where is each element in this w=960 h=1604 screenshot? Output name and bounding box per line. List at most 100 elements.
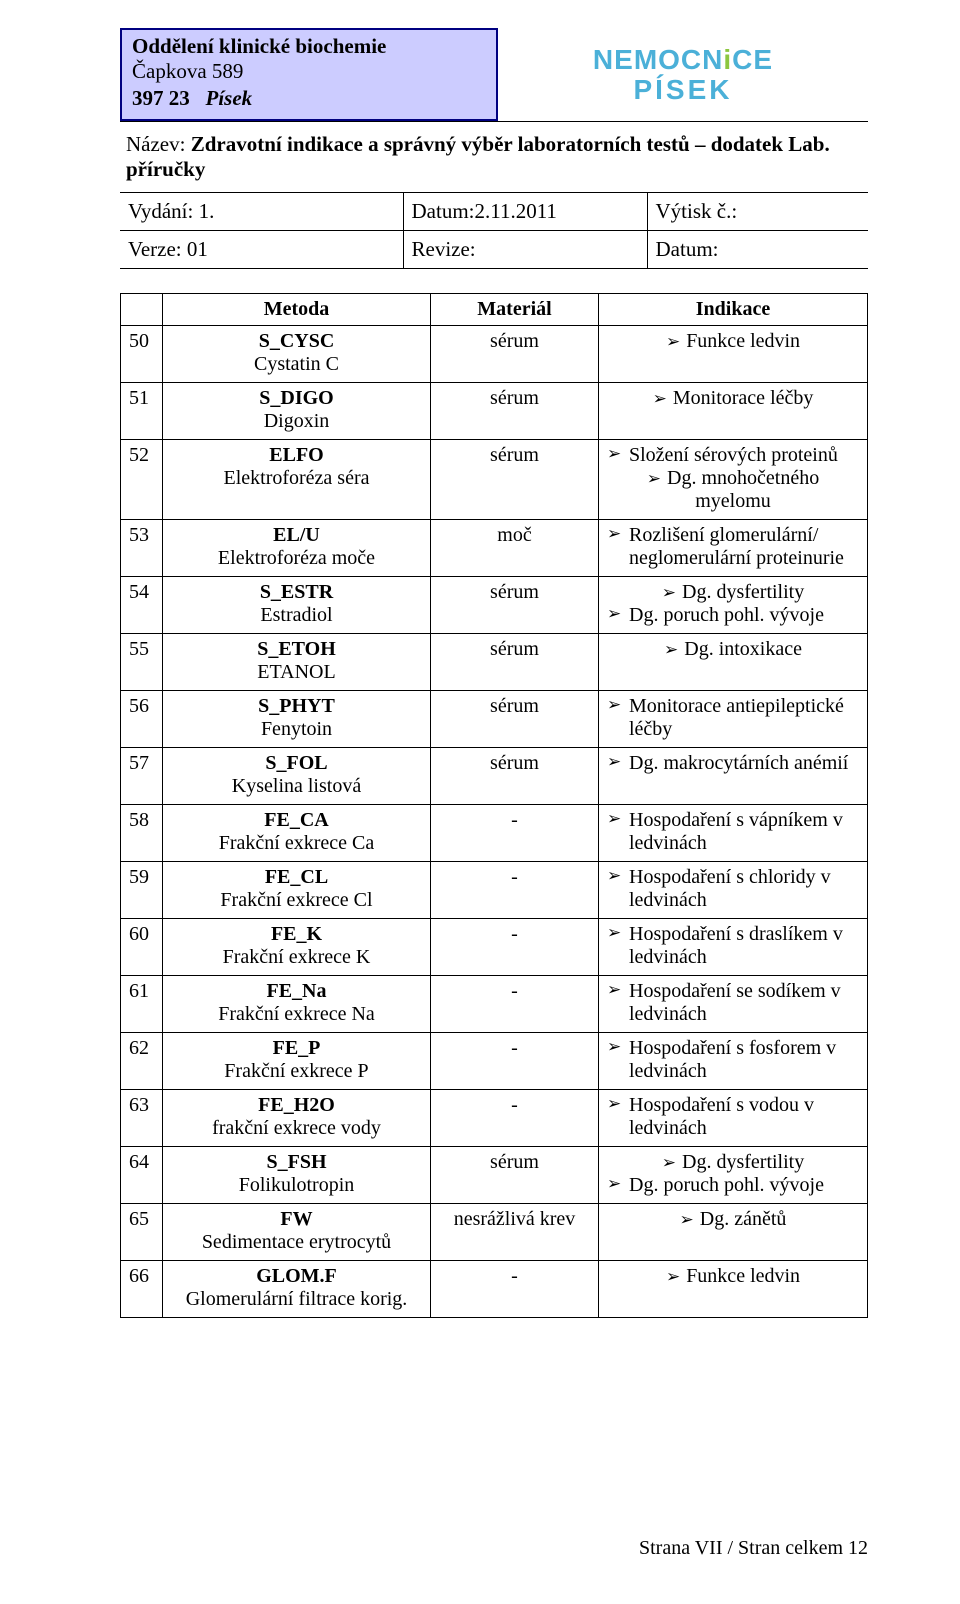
indication-cell: Monitorace antiepileptické léčby: [599, 691, 868, 748]
table-row: 63FE_H2Ofrakční exkrece vody-Hospodaření…: [121, 1090, 868, 1147]
meta-revdate: Datum:: [647, 231, 868, 269]
title-label: Název:: [126, 132, 185, 156]
meta-print: Výtisk č.:: [647, 193, 868, 231]
row-number: 65: [121, 1204, 163, 1261]
method-name: Elektroforéza moče: [171, 547, 422, 570]
indication-item: Funkce ledvin: [607, 330, 859, 353]
indication-item: Rozlišení glomerulární/ neglomerulární p…: [607, 524, 859, 570]
material-cell: moč: [431, 520, 599, 577]
row-number: 63: [121, 1090, 163, 1147]
method-cell: FE_NaFrakční exkrece Na: [163, 976, 431, 1033]
material-cell: sérum: [431, 440, 599, 520]
method-name: ETANOL: [171, 661, 422, 684]
indication-item: Dg. makrocytárních anémií: [607, 752, 859, 775]
row-number: 57: [121, 748, 163, 805]
indication-cell: Hospodaření s draslíkem v ledvinách: [599, 919, 868, 976]
method-name: Cystatin C: [171, 353, 422, 376]
method-name: Sedimentace erytrocytů: [171, 1231, 422, 1254]
method-cell: ELFOElektroforéza séra: [163, 440, 431, 520]
hospital-logo: NEMOCNiCE PÍSEK: [593, 45, 773, 104]
method-cell: FE_PFrakční exkrece P: [163, 1033, 431, 1090]
material-cell: -: [431, 1261, 599, 1318]
meta-grid: Vydání: 1. Datum:2.11.2011 Výtisk č.: Ve…: [120, 193, 868, 269]
material-cell: sérum: [431, 748, 599, 805]
row-number: 55: [121, 634, 163, 691]
logo-text-1b: CE: [732, 44, 773, 75]
col-blank: [121, 294, 163, 326]
table-row: 65 FWSedimentace erytrocytů nesrážlivá kre…: [121, 1204, 868, 1261]
row-number: 51: [121, 383, 163, 440]
table-row: 54S_ESTREstradiolsérumDg. dysfertilityDg…: [121, 577, 868, 634]
method-code: FE_CA: [171, 809, 422, 832]
row-number: 59: [121, 862, 163, 919]
row-number: 54: [121, 577, 163, 634]
method-cell: FE_CLFrakční exkrece Cl: [163, 862, 431, 919]
indication-cell: Rozlišení glomerulární/ neglomerulární p…: [599, 520, 868, 577]
table-row: 66GLOM.FGlomerulární filtrace korig.-Fun…: [121, 1261, 868, 1318]
page-footer: Strana VII / Stran celkem 12: [639, 1537, 868, 1560]
method-code: S_FSH: [171, 1151, 422, 1174]
material-cell: nesrážlivá krev: [431, 1204, 599, 1261]
method-name: Elektroforéza séra: [171, 467, 422, 490]
logo-text-i: i: [723, 44, 732, 75]
meta-edition: Vydání: 1.: [120, 193, 403, 231]
indication-cell: Hospodaření s vápníkem v ledvinách: [599, 805, 868, 862]
indication-cell: Monitorace léčby: [599, 383, 868, 440]
org-zip: 397 23: [132, 86, 190, 110]
method-name: Frakční exkrece Ca: [171, 832, 422, 855]
indication-cell: Dg. intoxikace: [599, 634, 868, 691]
method-name: Digoxin: [171, 410, 422, 433]
method-name: Frakční exkrece Na: [171, 1003, 422, 1026]
row-number: 60: [121, 919, 163, 976]
doc-title-row: Název: Zdravotní indikace a správný výbě…: [120, 121, 868, 193]
org-city-line: 397 23 Písek: [132, 86, 486, 111]
table-row: 60 FE_KFrakční exkrece K-Hospodaření s dr…: [121, 919, 868, 976]
indication-item: Hospodaření s chloridy v ledvinách: [607, 866, 859, 912]
indication-cell: Složení sérových proteinůDg. mnohočetnéh…: [599, 440, 868, 520]
indication-item: Monitorace léčby: [607, 387, 859, 410]
row-number: 56: [121, 691, 163, 748]
method-name: Frakční exkrece Cl: [171, 889, 422, 912]
meta-version: Verze: 01: [120, 231, 403, 269]
indication-item: Dg. poruch pohl. vývoje: [607, 1174, 859, 1197]
indication-cell: Hospodaření s chloridy v ledvinách: [599, 862, 868, 919]
table-row: 55S_ETOHETANOLsérumDg. intoxikace: [121, 634, 868, 691]
indication-cell: Dg. dysfertilityDg. poruch pohl. vývoje: [599, 1147, 868, 1204]
indication-item: Hospodaření s fosforem v ledvinách: [607, 1037, 859, 1083]
method-cell: FE_H2Ofrakční exkrece vody: [163, 1090, 431, 1147]
method-code: S_DIGO: [171, 387, 422, 410]
material-cell: -: [431, 919, 599, 976]
indication-cell: Hospodaření se sodíkem v ledvinách: [599, 976, 868, 1033]
table-row: 59FE_CLFrakční exkrece Cl-Hospodaření s …: [121, 862, 868, 919]
logo-cell: NEMOCNiCE PÍSEK: [498, 28, 868, 121]
method-code: FE_Na: [171, 980, 422, 1003]
method-code: FW: [171, 1208, 422, 1231]
method-cell: S_FOLKyselina listová: [163, 748, 431, 805]
method-cell: S_FSHFolikulotropin: [163, 1147, 431, 1204]
indication-cell: Dg. dysfertilityDg. poruch pohl. vývoje: [599, 577, 868, 634]
indication-cell: Dg. makrocytárních anémií: [599, 748, 868, 805]
table-row: 61FE_NaFrakční exkrece Na-Hospodaření se…: [121, 976, 868, 1033]
indication-item: Dg. dysfertility: [607, 1151, 859, 1174]
indication-cell: Hospodaření s vodou v ledvinách: [599, 1090, 868, 1147]
method-name: Folikulotropin: [171, 1174, 422, 1197]
material-cell: -: [431, 1090, 599, 1147]
table-row: 52ELFOElektroforéza sérasérumSložení sér…: [121, 440, 868, 520]
org-name: Oddělení klinické biochemie: [132, 34, 486, 59]
table-row: 50S_CYSCCystatin CsérumFunkce ledvin: [121, 326, 868, 383]
material-cell: sérum: [431, 577, 599, 634]
table-row: 53EL/UElektroforéza močemočRozlišení glo…: [121, 520, 868, 577]
method-code: FE_K: [171, 923, 422, 946]
col-method: Metoda: [163, 294, 431, 326]
method-cell: GLOM.FGlomerulární filtrace korig.: [163, 1261, 431, 1318]
table-row: 64S_FSHFolikulotropinsérumDg. dysfertili…: [121, 1147, 868, 1204]
material-cell: sérum: [431, 634, 599, 691]
method-code: ELFO: [171, 444, 422, 467]
method-code: EL/U: [171, 524, 422, 547]
row-number: 52: [121, 440, 163, 520]
method-name: Frakční exkrece K: [171, 946, 422, 969]
method-cell: S_CYSCCystatin C: [163, 326, 431, 383]
title-value: Zdravotní indikace a správný výběr labor…: [126, 132, 830, 181]
table-row: 58FE_CAFrakční exkrece Ca-Hospodaření s …: [121, 805, 868, 862]
indication-item: Dg. intoxikace: [607, 638, 859, 661]
